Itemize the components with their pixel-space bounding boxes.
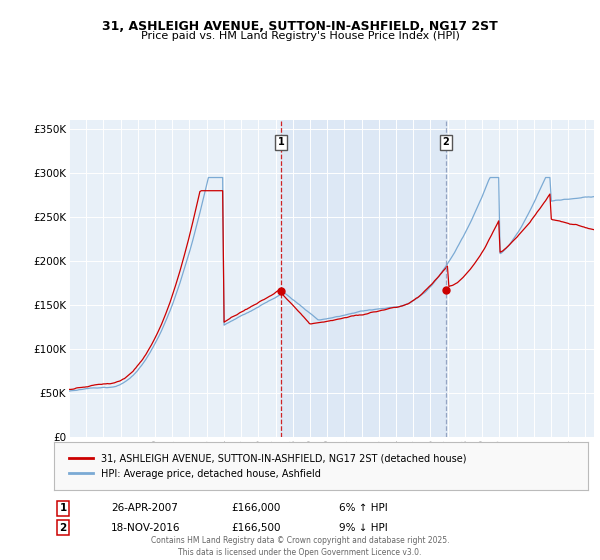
Legend: 31, ASHLEIGH AVENUE, SUTTON-IN-ASHFIELD, NG17 2ST (detached house), HPI: Average: 31, ASHLEIGH AVENUE, SUTTON-IN-ASHFIELD,… <box>64 449 472 483</box>
Text: 2: 2 <box>59 522 67 533</box>
Text: 6% ↑ HPI: 6% ↑ HPI <box>339 503 388 514</box>
Text: 18-NOV-2016: 18-NOV-2016 <box>111 522 181 533</box>
Text: 1: 1 <box>278 137 284 147</box>
Text: 2: 2 <box>442 137 449 147</box>
Text: 26-APR-2007: 26-APR-2007 <box>111 503 178 514</box>
Text: £166,000: £166,000 <box>231 503 280 514</box>
Bar <box>281 120 446 437</box>
Text: Contains HM Land Registry data © Crown copyright and database right 2025.
This d: Contains HM Land Registry data © Crown c… <box>151 536 449 557</box>
Text: £166,500: £166,500 <box>231 522 281 533</box>
Text: 1: 1 <box>59 503 67 514</box>
Text: 9% ↓ HPI: 9% ↓ HPI <box>339 522 388 533</box>
Text: 31, ASHLEIGH AVENUE, SUTTON-IN-ASHFIELD, NG17 2ST: 31, ASHLEIGH AVENUE, SUTTON-IN-ASHFIELD,… <box>102 20 498 32</box>
Text: Price paid vs. HM Land Registry's House Price Index (HPI): Price paid vs. HM Land Registry's House … <box>140 31 460 41</box>
